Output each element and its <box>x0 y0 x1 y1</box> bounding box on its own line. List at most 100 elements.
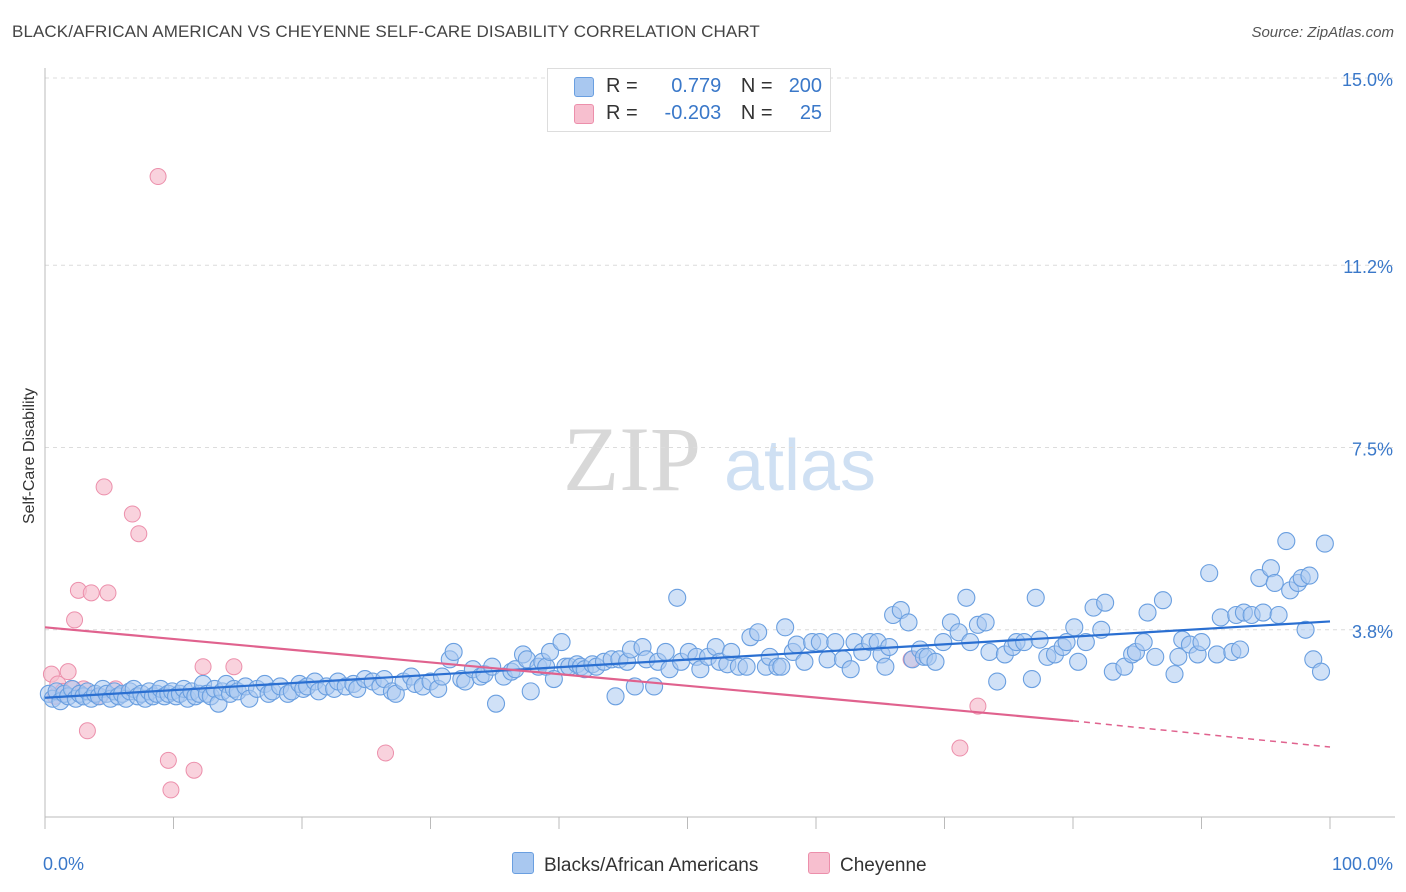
black-point <box>841 660 860 679</box>
black-point <box>1192 633 1211 652</box>
axes <box>44 68 1395 829</box>
cheyenne-point <box>149 168 167 186</box>
cheyenne-point <box>99 584 117 602</box>
cheyenne-point <box>162 781 180 799</box>
cheyenne-point <box>66 611 84 629</box>
legend-n-label: N = <box>740 102 773 124</box>
black-point <box>1207 645 1226 664</box>
legend-n-value: 25 <box>799 102 823 124</box>
tick-labels: 3.8% 7.5% 11.2% 15.0% 0.0% 100.0% <box>43 70 1393 874</box>
cheyenne-point <box>82 584 100 602</box>
black-point <box>1311 662 1331 681</box>
black-point <box>1261 559 1280 578</box>
stats-legend: R = 0.779 N = 200 R = -0.203 N = 25 <box>547 68 831 132</box>
black-point <box>749 623 768 642</box>
black-point <box>1138 603 1157 622</box>
black-point <box>1269 605 1288 625</box>
legend-text-cheyenne: R = -0.203 N = 25 <box>606 102 822 125</box>
bottom-legend-cheyenne: Cheyenne <box>808 852 927 877</box>
black-point <box>1265 573 1284 593</box>
watermark-atlas: atlas <box>724 426 876 506</box>
black-point <box>1300 566 1319 585</box>
black-point <box>486 694 506 713</box>
black-point <box>1153 591 1172 610</box>
black-point <box>772 657 791 676</box>
black-point <box>606 687 625 706</box>
legend-r-label: R = <box>606 75 638 97</box>
black-point <box>810 633 829 652</box>
cheyenne-point <box>377 744 395 762</box>
source-label: Source: ZipAtlas.com <box>1251 24 1394 41</box>
cheyenne-point <box>95 478 113 496</box>
y-tick-label: 15.0% <box>1342 70 1393 90</box>
black-point <box>444 642 463 662</box>
bottom-legend-label-cheyenne: Cheyenne <box>840 855 927 876</box>
black-point <box>1065 618 1084 637</box>
black-point <box>1296 620 1315 639</box>
black-point <box>1165 665 1184 684</box>
trend-lines <box>44 620 1331 748</box>
black-point <box>899 613 918 632</box>
black-point <box>980 642 999 662</box>
black-point <box>1254 603 1273 622</box>
legend-text-blacks: R = 0.779 N = 200 <box>606 75 822 98</box>
cheyenne-point <box>123 505 141 523</box>
black-point <box>1076 633 1095 652</box>
y-tick-label: 11.2% <box>1343 257 1393 277</box>
black-point <box>795 652 814 671</box>
cheyenne-point <box>78 722 96 740</box>
legend-n-value: 200 <box>788 75 823 97</box>
black-point <box>1015 633 1034 652</box>
black-trend-line <box>44 620 1331 699</box>
legend-swatch-pink <box>574 104 594 124</box>
black-point <box>976 613 995 632</box>
black-point <box>1277 532 1296 551</box>
black-point <box>776 618 795 637</box>
black-point <box>433 667 452 686</box>
black-point <box>1315 534 1334 553</box>
legend-swatch-blue <box>574 77 594 97</box>
chart-title: BLACK/AFRICAN AMERICAN VS CHEYENNE SELF-… <box>12 22 760 41</box>
legend-n-label: N = <box>740 75 773 97</box>
y-tick-label: 3.8% <box>1352 622 1393 642</box>
x-tick-label-max: 100.0% <box>1332 854 1393 874</box>
black-point <box>1231 640 1250 659</box>
black-point <box>656 642 675 662</box>
black-point <box>1022 670 1041 689</box>
black-point <box>645 677 664 696</box>
cheyenne-point <box>59 663 77 681</box>
black-point <box>876 657 895 676</box>
cheyenne-point <box>969 697 987 715</box>
black-point <box>957 588 976 607</box>
legend-r-label: R = <box>606 102 638 124</box>
legend-r-value: 0.779 <box>671 75 722 97</box>
black-point <box>934 633 953 652</box>
black-point <box>1169 647 1188 666</box>
black-point <box>1146 647 1165 666</box>
black-point <box>1134 633 1153 652</box>
watermark-zip: ZIP <box>563 408 701 510</box>
black-point <box>826 633 845 652</box>
black-point <box>818 650 837 669</box>
black-point <box>1211 608 1230 627</box>
bottom-legend-swatch-blue <box>512 852 534 874</box>
grid-lines <box>45 77 1395 631</box>
cheyenne-point <box>951 739 969 757</box>
x-tick-label-min: 0.0% <box>43 854 84 874</box>
bottom-legend-label-blacks: Blacks/African Americans <box>544 855 759 876</box>
cheyenne-point <box>194 658 212 676</box>
cheyenne-point <box>159 751 177 769</box>
cheyenne-point <box>130 525 148 543</box>
black-point <box>988 672 1007 691</box>
black-point <box>949 623 968 642</box>
black-point <box>787 635 806 654</box>
black-point <box>737 657 756 676</box>
black-point <box>1069 652 1088 671</box>
bottom-legend-swatch-pink <box>808 852 830 874</box>
cheyenne-trend-line <box>44 626 1074 723</box>
black-point <box>706 637 725 657</box>
black-point <box>521 682 540 701</box>
bottom-legend-blacks: Blacks/African Americans <box>512 852 758 877</box>
black-point <box>1096 593 1115 612</box>
